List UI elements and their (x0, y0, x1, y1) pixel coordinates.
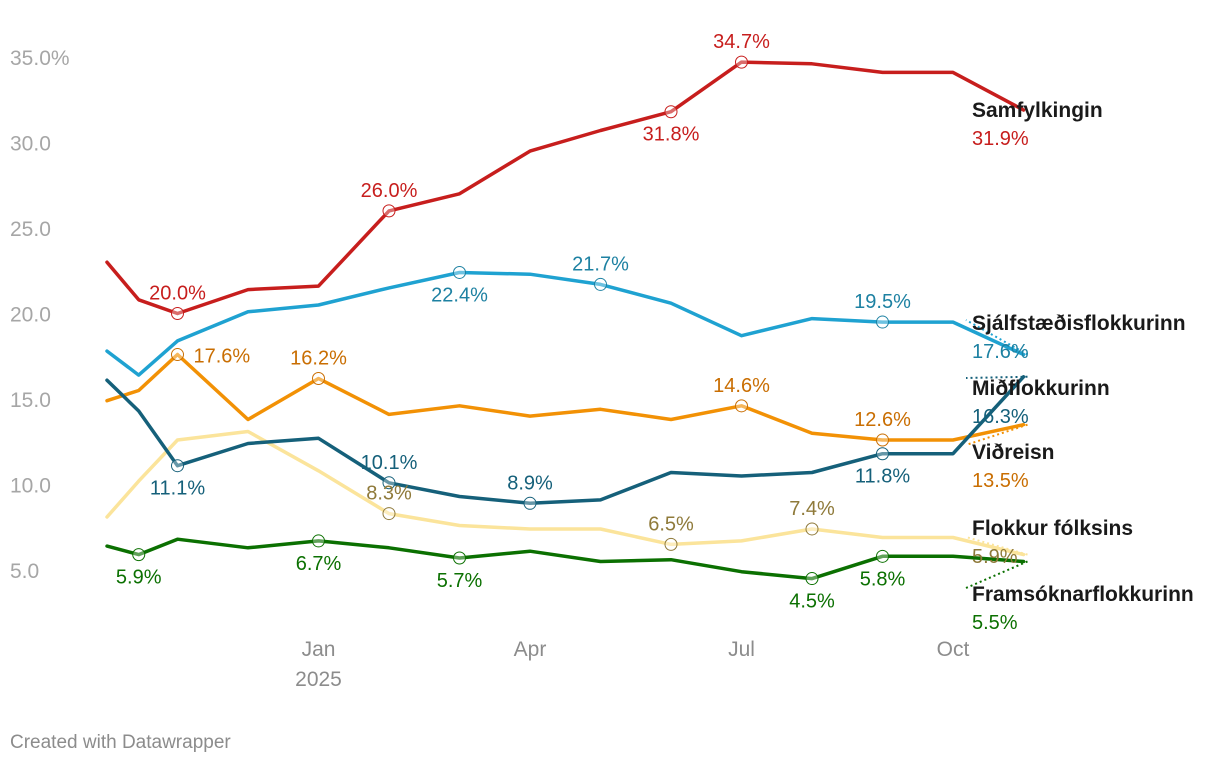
data-label: 20.0% (149, 283, 206, 305)
data-label: 6.7% (296, 553, 342, 575)
series-name-label: Viðreisn (972, 441, 1054, 464)
end-label-leader (965, 375, 1028, 379)
series-line-samfylkingin (105, 60, 1026, 316)
x-tick-label: Apr (514, 638, 547, 661)
data-label: 5.7% (437, 570, 483, 592)
y-tick-label: 5.0 (10, 560, 39, 583)
y-tick-label: 30.0 (10, 133, 51, 156)
data-label: 11.8% (855, 466, 910, 488)
end-label-leader (965, 423, 1028, 446)
data-label: 26.0% (361, 180, 418, 202)
series-end-value: 5.9% (972, 546, 1018, 568)
data-point-marker (453, 551, 466, 565)
data-label: 14.6% (713, 375, 770, 397)
data-label: 22.4% (431, 284, 488, 306)
y-tick-label: 10.0 (10, 475, 51, 498)
data-point-marker (876, 433, 889, 447)
series-name-label: Sjálfstæðisflokkurinn (972, 312, 1186, 335)
data-point-marker (735, 399, 748, 413)
data-point-marker (876, 549, 889, 563)
end-label-leader (965, 536, 1028, 556)
data-label: 11.1% (150, 478, 205, 500)
data-label: 5.8% (860, 568, 906, 590)
data-point-marker (876, 315, 889, 329)
data-label: 17.6% (194, 346, 251, 368)
data-label: 7.4% (789, 498, 835, 520)
data-point-marker (312, 371, 325, 385)
series-line-vi-reisn (105, 352, 1026, 442)
x-tick-label: Oct (937, 638, 970, 661)
x-tick-label: Jan (302, 638, 336, 661)
data-label: 19.5% (854, 291, 911, 313)
data-point-marker (594, 277, 607, 291)
series-line-sj-lfst-isflokkurinn (105, 270, 1026, 377)
data-point-marker (876, 447, 889, 461)
series-name-label: Samfylkingin (972, 99, 1103, 122)
data-label: 6.5% (648, 513, 694, 535)
data-point-marker (664, 537, 678, 551)
y-tick-label: 15.0 (10, 389, 51, 412)
series-end-value: 13.5% (972, 470, 1029, 492)
data-point-marker (382, 476, 396, 490)
data-point-marker (132, 548, 146, 562)
data-point-marker (382, 204, 396, 218)
data-label: 34.7% (713, 31, 770, 53)
x-tick-label: Jul (728, 638, 755, 661)
series-name-label: Framsóknarflokkurinn (972, 583, 1194, 606)
data-point-marker (171, 348, 184, 362)
data-point-marker (805, 522, 819, 536)
series-end-value: 31.9% (972, 128, 1029, 150)
data-point-marker (664, 105, 678, 119)
data-label: 21.7% (572, 253, 629, 275)
data-point-marker (171, 307, 184, 320)
end-label-leader (965, 319, 1028, 356)
data-point-marker (312, 534, 325, 548)
datawrapper-credit[interactable]: Created with Datawrapper (10, 732, 231, 753)
series-line-flokkur-f-lksins (105, 429, 1026, 557)
data-label: 8.9% (507, 472, 553, 494)
data-label: 16.2% (290, 347, 347, 369)
y-tick-label: 35.0% (10, 47, 70, 70)
data-point-marker (805, 572, 819, 586)
series-end-value: 16.3% (972, 406, 1029, 428)
data-label: 10.1% (361, 452, 418, 474)
series-line-frams-knarflokkurinn (105, 537, 1026, 581)
data-label: 31.8% (643, 124, 700, 146)
series-name-label: Miðflokkurinn (972, 377, 1110, 400)
data-point-marker (171, 459, 184, 473)
data-point-marker (735, 55, 748, 69)
data-label: 4.5% (789, 591, 835, 613)
end-label-leader (965, 560, 1028, 589)
x-tick-sublabel: 2025 (295, 668, 342, 691)
data-point-marker (523, 496, 537, 510)
y-tick-label: 20.0 (10, 304, 51, 327)
series-name-label: Flokkur fólksins (972, 517, 1133, 540)
data-point-marker (382, 507, 396, 521)
data-label: 12.6% (854, 409, 911, 431)
data-label: 5.9% (116, 567, 162, 589)
series-end-value: 5.5% (972, 612, 1018, 634)
data-label: 8.3% (366, 483, 412, 505)
series-end-value: 17.6% (972, 341, 1029, 363)
series-line-mi-flokkurinn (105, 375, 1026, 506)
data-point-marker (453, 265, 466, 279)
y-tick-label: 25.0 (10, 218, 51, 241)
